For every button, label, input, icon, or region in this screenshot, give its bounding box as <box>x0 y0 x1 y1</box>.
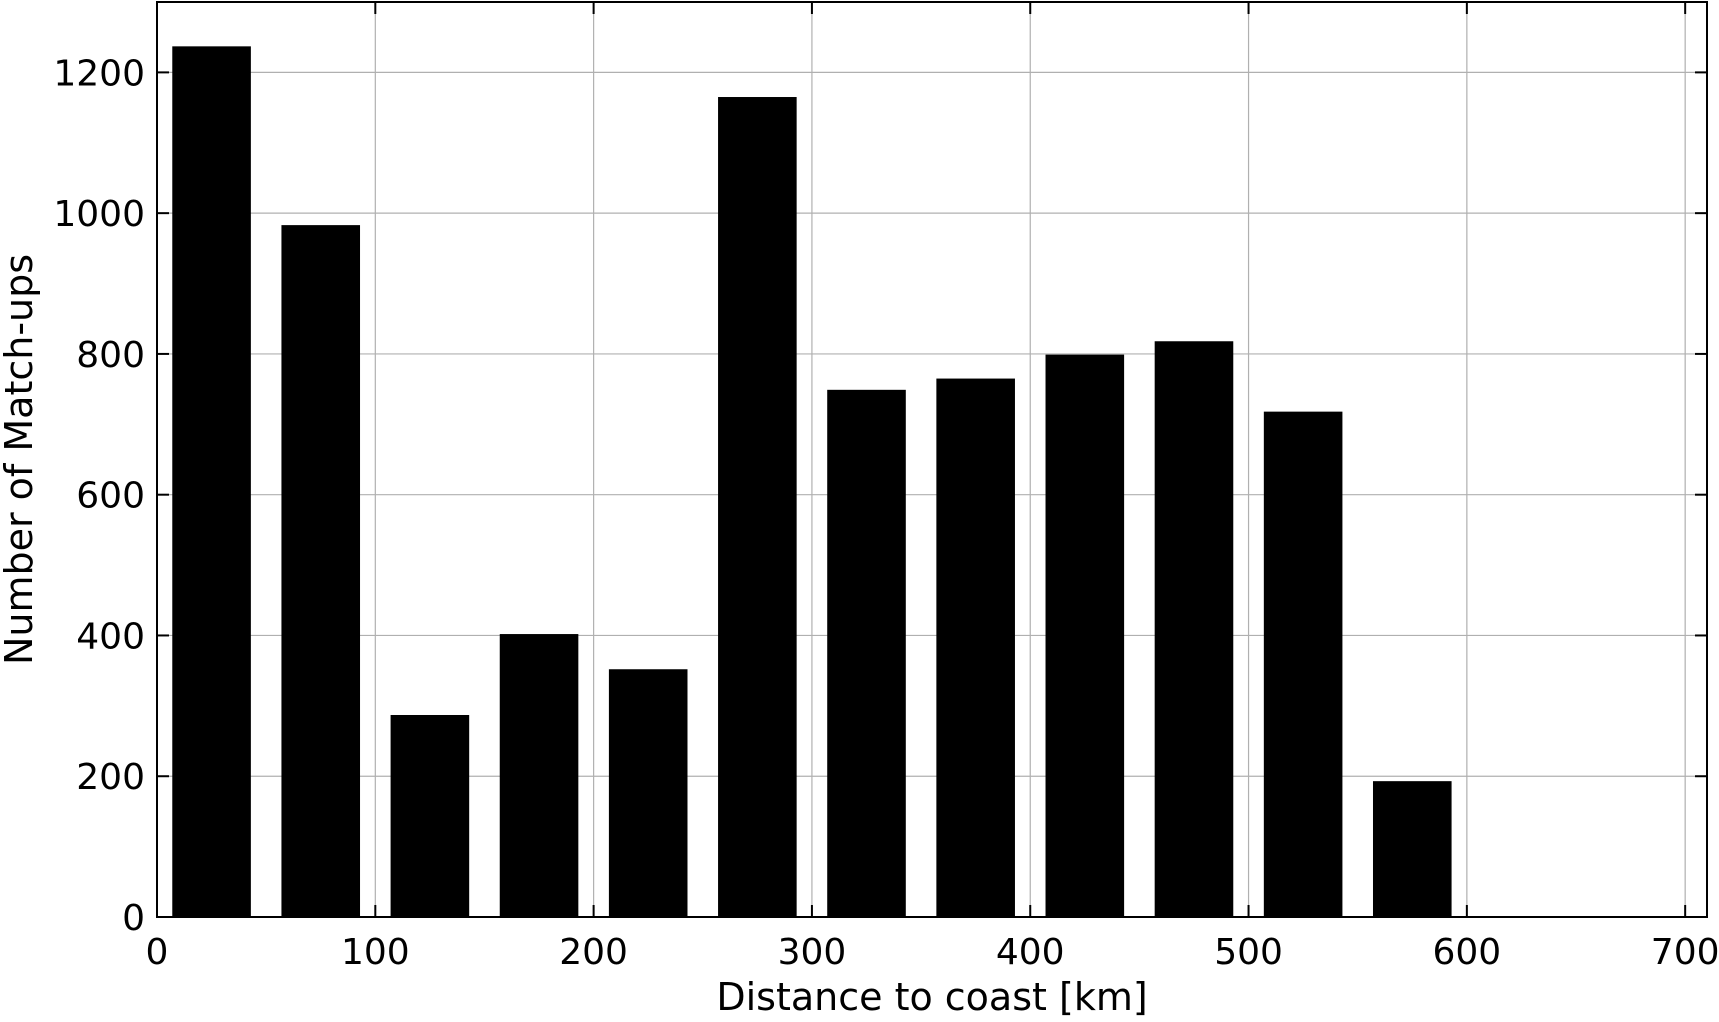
y-tick-label: 800 <box>76 335 145 376</box>
y-tick-label: 600 <box>76 476 145 517</box>
histogram-bar <box>718 97 797 918</box>
histogram-bar <box>608 669 688 917</box>
x-tick-label: 200 <box>559 932 628 973</box>
histogram-bar <box>827 389 906 918</box>
y-tick-label: 0 <box>122 898 145 939</box>
y-tick-label: 200 <box>76 757 145 798</box>
y-axis-label: Number of Match-ups <box>0 254 41 665</box>
x-tick-label: 300 <box>778 932 847 973</box>
x-tick-label: 500 <box>1214 932 1283 973</box>
y-tick-label: 400 <box>76 616 145 657</box>
x-tick-label: 100 <box>341 932 410 973</box>
grid <box>157 2 1707 917</box>
x-tick-label: 600 <box>1432 932 1501 973</box>
histogram-bar <box>1045 354 1125 917</box>
histogram-bar <box>1263 411 1343 917</box>
histogram-bar <box>1372 781 1452 917</box>
histogram-bar <box>172 46 251 918</box>
plot-frame <box>156 1 1708 918</box>
bars <box>172 46 1452 918</box>
y-tick-label: 1200 <box>53 53 145 94</box>
histogram-bar <box>1154 341 1234 917</box>
x-tick-label: 700 <box>1651 932 1719 973</box>
x-tick-label: 400 <box>996 932 1065 973</box>
y-tick-labels: 0 200 400 600 800 1000 1200 <box>53 53 145 939</box>
histogram-bar <box>499 634 579 917</box>
axis-ticks <box>156 2 1707 918</box>
y-tick-label: 1000 <box>53 194 145 235</box>
x-tick-labels: 0 100 200 300 400 500 600 700 <box>146 932 1719 973</box>
histogram-bar <box>281 225 361 917</box>
histogram-bar <box>936 378 1015 917</box>
x-tick-label: 0 <box>146 932 169 973</box>
histogram-bar <box>390 714 470 917</box>
x-axis-label: Distance to coast [km] <box>716 975 1147 1019</box>
